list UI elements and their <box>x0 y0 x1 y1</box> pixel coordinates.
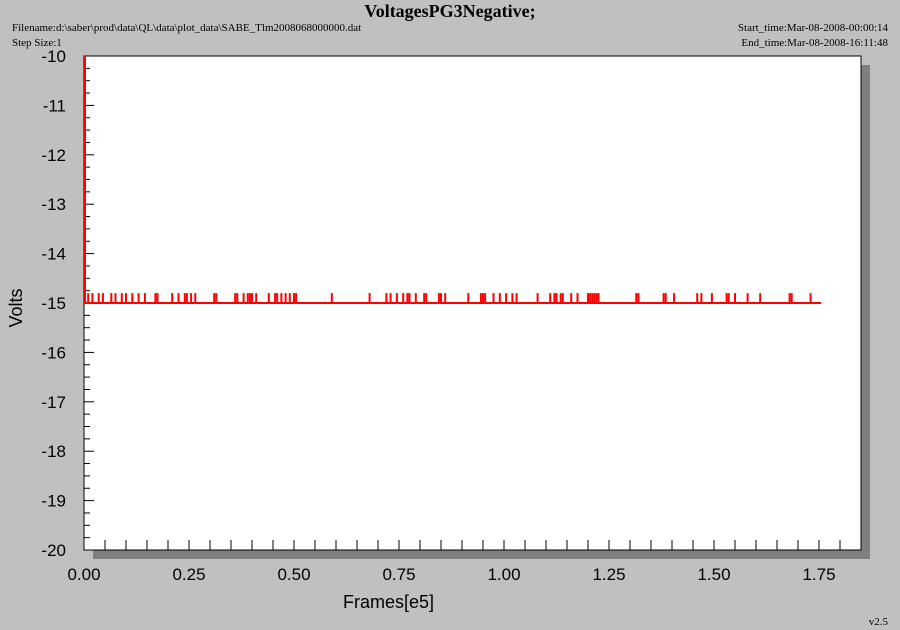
end-time-label: End_time:Mar-08-2008-16:11:48 <box>741 37 888 49</box>
filename-label: Filename:d:\saber\prod\data\QL\data\plot… <box>12 22 362 34</box>
y-axis-label: Volts <box>6 288 26 327</box>
x-tick-label: 1.25 <box>592 565 625 584</box>
y-tick-label: -20 <box>41 541 66 560</box>
x-tick-label: 1.75 <box>802 565 835 584</box>
y-tick-label: -11 <box>43 96 66 115</box>
x-tick-label: 0.75 <box>382 565 415 584</box>
x-tick-label: 0.50 <box>277 565 310 584</box>
x-tick-label: 0.25 <box>172 565 205 584</box>
y-tick-label: -13 <box>41 195 66 214</box>
x-tick-label: 0.00 <box>67 565 100 584</box>
start-time-label: Start_time:Mar-08-2008-00:00:14 <box>737 22 888 34</box>
y-tick-label: -15 <box>41 294 66 313</box>
y-tick-label: -19 <box>41 492 66 511</box>
step-size-label: Step Size:1 <box>12 37 62 49</box>
y-tick-label: -14 <box>41 245 66 264</box>
y-tick-label: -17 <box>41 393 66 412</box>
y-tick-label: -12 <box>41 146 66 165</box>
x-tick-label: 1.00 <box>487 565 520 584</box>
x-tick-label: 1.50 <box>697 565 730 584</box>
y-tick-label: -10 <box>41 47 66 66</box>
y-tick-label: -18 <box>41 442 66 461</box>
y-tick-label: -16 <box>41 343 66 362</box>
version-label: v2.5 <box>868 616 888 628</box>
chart-title: VoltagesPG3Negative; <box>364 1 536 21</box>
x-axis-label: Frames[e5] <box>343 592 434 612</box>
